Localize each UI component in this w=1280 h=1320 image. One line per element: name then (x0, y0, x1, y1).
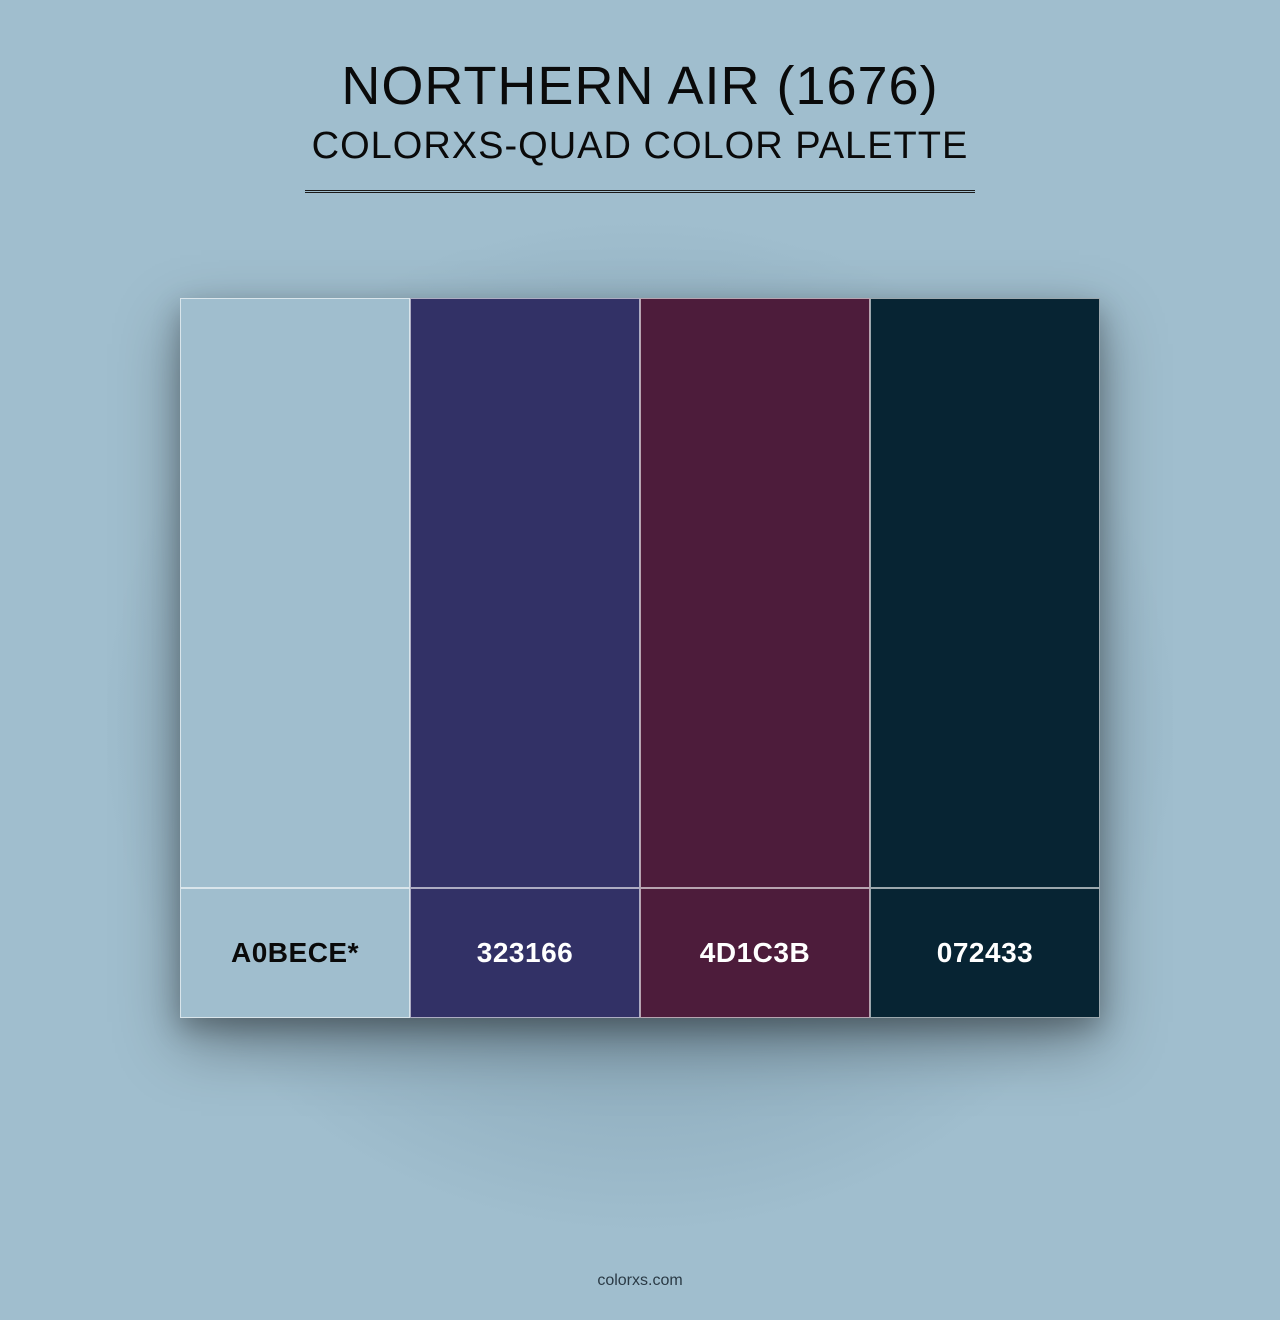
title-divider (305, 190, 975, 193)
footer-credit: colorxs.com (0, 1272, 1280, 1290)
swatch-row (180, 298, 1100, 888)
swatch-label-1: 323166 (410, 888, 640, 1018)
swatch-label-2: 4D1C3B (640, 888, 870, 1018)
palette-subtitle: COLORXS-QUAD COLOR PALETTE (312, 125, 969, 168)
swatch-0 (180, 298, 410, 888)
label-row: A0BECE* 323166 4D1C3B 072433 (180, 888, 1100, 1018)
swatch-1 (410, 298, 640, 888)
palette-title: NORTHERN AIR (1676) (341, 55, 938, 117)
swatch-label-0: A0BECE* (180, 888, 410, 1018)
swatch-3 (870, 298, 1100, 888)
swatch-label-3: 072433 (870, 888, 1100, 1018)
palette-card: A0BECE* 323166 4D1C3B 072433 (180, 298, 1100, 1018)
content-wrapper: NORTHERN AIR (1676) COLORXS-QUAD COLOR P… (0, 0, 1280, 1320)
swatch-2 (640, 298, 870, 888)
